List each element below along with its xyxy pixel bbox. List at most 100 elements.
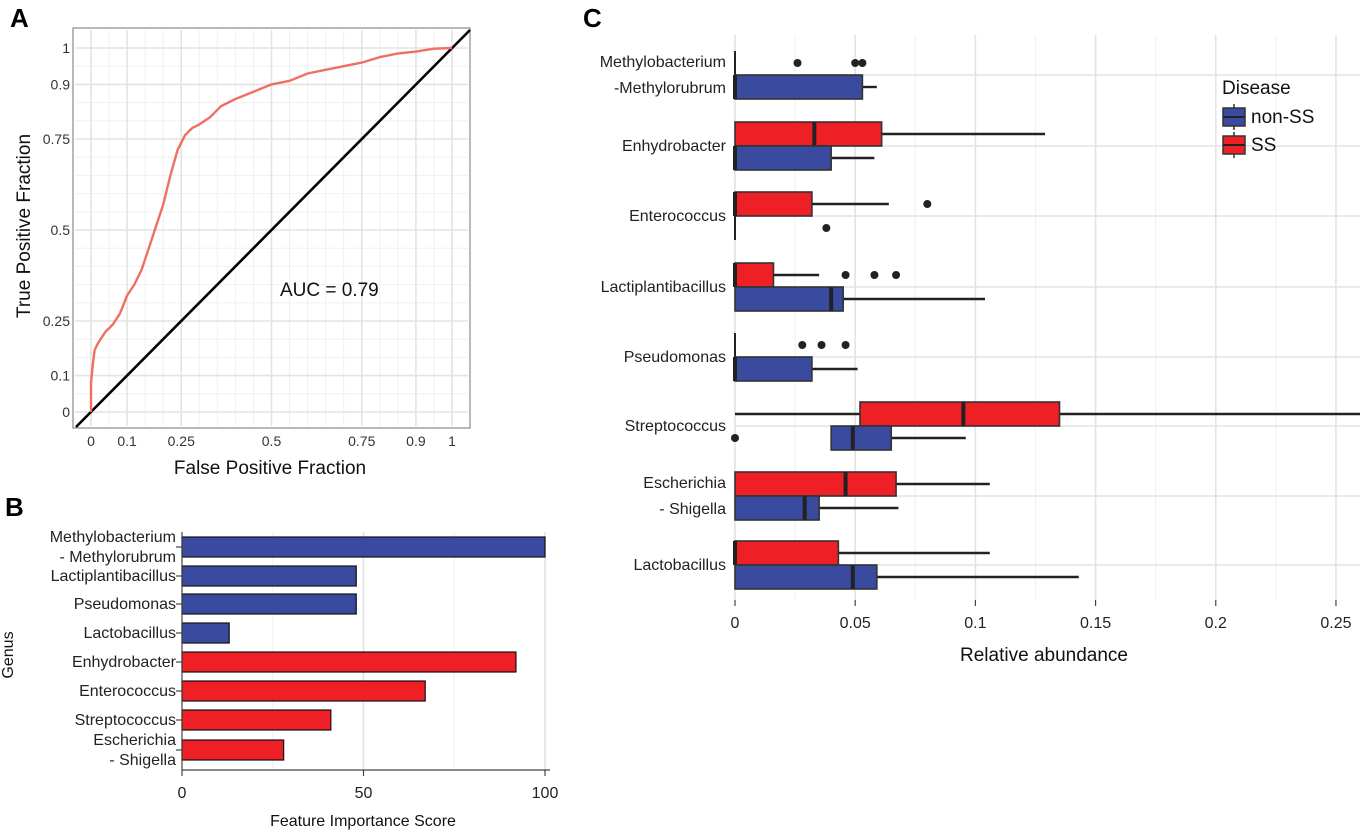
abundance-genus-label: Streptococcus <box>625 418 726 435</box>
abundance-panel: Methylobacterium -Methylorubrum Enhydrobac… <box>600 35 1360 666</box>
legend-label-non-ss: non-SS <box>1251 107 1314 128</box>
abundance-x-axis-title: Relative abundance <box>960 645 1128 666</box>
roc-y-tick-label: 0.75 <box>43 131 70 147</box>
abundance-genus-label-line-2: - Shigella <box>659 501 726 518</box>
boxplot-outlier-point <box>798 341 807 349</box>
roc-x-tick-label: 0 <box>87 433 95 449</box>
abundance-x-tick-label: 0.25 <box>1320 615 1351 632</box>
boxplot-box <box>734 121 883 147</box>
boxplot-box <box>734 564 878 590</box>
roc-y-tick-labels: 0 0.1 0.25 0.5 0.75 0.9 1 <box>43 40 70 420</box>
boxplot-box <box>734 74 864 100</box>
boxplot-pseudomonas-ss <box>734 333 850 357</box>
roc-y-tick-label: 0 <box>62 404 70 420</box>
boxplot-methylobacterium-non-ss <box>733 74 877 100</box>
abundance-x-tick-label: 0.2 <box>1205 615 1227 632</box>
roc-x-tick-label: 0.75 <box>348 433 375 449</box>
boxplot-outlier-point <box>731 434 739 442</box>
importance-genus-label-line-1: Methylobacterium <box>50 529 176 546</box>
importance-x-tick-labels: 0 50 100 <box>178 770 558 802</box>
legend-title: Disease <box>1222 78 1291 99</box>
boxplot-enhydrobacter-non-ss <box>733 145 875 171</box>
boxplot-box <box>734 191 813 217</box>
importance-y-axis-title: Genus <box>0 631 17 678</box>
boxplot-outlier-point <box>870 271 879 279</box>
boxplot-lactobacillus-ss <box>733 540 990 566</box>
importance-genus-label: Pseudomonas <box>74 596 176 613</box>
abundance-x-tick-label: 0.1 <box>964 615 986 632</box>
boxplot-escherichia-ss <box>734 471 990 497</box>
roc-x-tick-label: 1 <box>448 433 456 449</box>
importance-genus-label-line-2: - Methylorubrum <box>60 549 176 566</box>
importance-genus-label: Enterococcus <box>79 683 176 700</box>
abundance-genus-label-line-1: Escherichia <box>643 475 726 492</box>
importance-panel: Methylobacterium - Methylorubrum Lactiplan… <box>0 529 558 830</box>
roc-x-tick-label: 0.9 <box>406 433 426 449</box>
boxplot-box <box>734 540 840 566</box>
roc-x-tick-labels: 0 0.1 0.25 0.5 0.75 0.9 1 <box>87 433 456 449</box>
abundance-genus-labels: Methylobacterium -Methylorubrum Enhydrobac… <box>600 54 727 574</box>
boxplot-escherichia-non-ss <box>734 495 899 521</box>
disease-legend: Disease non-SS SS <box>1222 78 1314 158</box>
panel-label-a: A <box>10 3 29 33</box>
importance-genus-label: Lactobacillus <box>84 625 177 642</box>
roc-y-tick-label: 0.1 <box>51 368 71 384</box>
importance-genus-label-line-2: - Shigella <box>109 752 176 769</box>
roc-gridlines <box>75 30 468 426</box>
importance-bar-methylobacterium <box>181 536 546 558</box>
abundance-genus-label-line-2: -Methylorubrum <box>614 80 726 97</box>
chance-diagonal-line <box>75 29 471 428</box>
legend-label-ss: SS <box>1251 135 1276 156</box>
roc-y-tick-label: 0.25 <box>43 313 70 329</box>
importance-genus-label: Streptococcus <box>75 712 176 729</box>
importance-genus-label: Lactiplantibacillus <box>51 568 176 585</box>
importance-bar-streptococcus <box>181 709 332 731</box>
importance-genus-label: Enhydrobacter <box>72 654 177 671</box>
abundance-genus-label: Pseudomonas <box>624 349 726 366</box>
boxplot-streptococcus-ss <box>735 401 1360 427</box>
abundance-x-tick-label: 0.15 <box>1080 615 1111 632</box>
boxplot-box <box>734 262 775 288</box>
boxplot-lactiplantibacillus-ss <box>733 262 901 288</box>
panel-label-b: B <box>5 492 24 522</box>
boxplot-box <box>734 471 897 497</box>
importance-bar-lactobacillus <box>181 622 230 644</box>
roc-y-tick-label: 1 <box>62 40 70 56</box>
boxplot-outlier-point <box>858 59 867 67</box>
importance-bar-pseudomonas <box>181 593 357 615</box>
boxplot-methylobacterium-ss <box>734 51 867 75</box>
auc-annotation: AUC = 0.79 <box>280 280 379 301</box>
boxplot-outlier-point <box>851 59 860 67</box>
boxplot-box <box>830 425 893 451</box>
roc-y-axis-title: True Positive Fraction <box>14 134 35 318</box>
roc-curves <box>75 29 471 428</box>
boxplot-box <box>734 286 844 312</box>
boxplot-pseudomonas-non-ss <box>733 356 858 382</box>
importance-x-tick-label: 0 <box>178 785 187 802</box>
roc-x-axis-title: False Positive Fraction <box>174 458 366 479</box>
importance-bar-enterococcus <box>181 680 426 702</box>
importance-bar-escherichia <box>181 739 285 761</box>
boxplot-lactiplantibacillus-non-ss <box>734 286 985 312</box>
boxplot-box <box>734 145 832 171</box>
roc-y-tick-label: 0.9 <box>51 76 71 92</box>
abundance-genus-label: Lactiplantibacillus <box>601 279 726 296</box>
roc-x-tick-label: 0.25 <box>168 433 195 449</box>
boxplot-outlier-point <box>793 59 802 67</box>
boxplot-enterococcus-non-ss <box>734 216 831 240</box>
boxplot-enterococcus-ss <box>733 191 932 217</box>
panel-label-c: C <box>583 3 602 33</box>
boxplot-outlier-point <box>841 341 850 349</box>
boxplot-outlier-point <box>841 271 850 279</box>
importance-genus-labels: Methylobacterium - Methylorubrum Lactiplan… <box>50 529 182 769</box>
boxplot-outlier-point <box>892 271 901 279</box>
boxplot-box <box>734 356 813 382</box>
importance-x-tick-label: 50 <box>355 785 373 802</box>
abundance-genus-label-line-1: Methylobacterium <box>600 54 726 71</box>
boxplot-outlier-point <box>817 341 826 349</box>
roc-x-tick-label: 0.5 <box>262 433 282 449</box>
boxplot-outlier-point <box>822 224 831 232</box>
importance-x-axis-title: Feature Importance Score <box>270 813 456 830</box>
abundance-boxplots <box>731 51 1360 590</box>
